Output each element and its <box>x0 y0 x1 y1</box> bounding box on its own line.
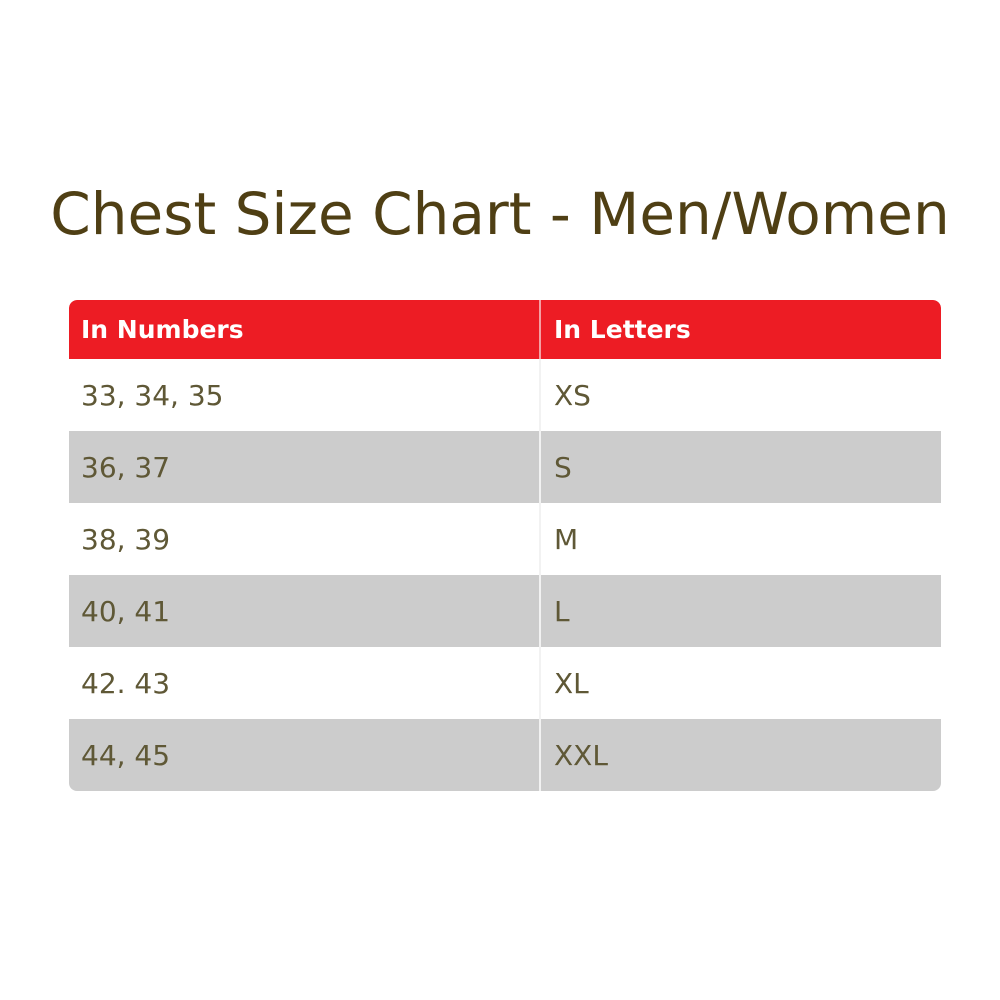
cell-letters: XL <box>554 666 589 700</box>
cell-letters: S <box>554 450 572 484</box>
cell-numbers: 42. 43 <box>69 647 541 719</box>
table-row: 40, 41 L <box>69 575 941 647</box>
table-row: 33, 34, 35 XS <box>69 359 941 431</box>
header-in-numbers: In Numbers <box>69 300 541 359</box>
cell-numbers: 40, 41 <box>69 575 541 647</box>
table-header: In Numbers In Letters <box>69 300 941 359</box>
size-table: In Numbers In Letters 33, 34, 35 XS 36, … <box>69 300 941 791</box>
table-row: 42. 43 XL <box>69 647 941 719</box>
cell-letters: L <box>554 594 570 628</box>
cell-letters: M <box>554 522 579 556</box>
page-title: Chest Size Chart - Men/Women <box>50 180 950 248</box>
cell-letters: XS <box>554 378 591 412</box>
cell-numbers: 33, 34, 35 <box>69 359 541 431</box>
table-row: 44, 45 XXL <box>69 719 941 791</box>
table-row: 38, 39 M <box>69 503 941 575</box>
table-row: 36, 37 S <box>69 431 941 503</box>
cell-numbers: 38, 39 <box>69 503 541 575</box>
cell-numbers: 44, 45 <box>69 719 541 791</box>
header-in-letters: In Letters <box>554 315 691 344</box>
cell-letters: XXL <box>554 738 608 772</box>
cell-numbers: 36, 37 <box>69 431 541 503</box>
